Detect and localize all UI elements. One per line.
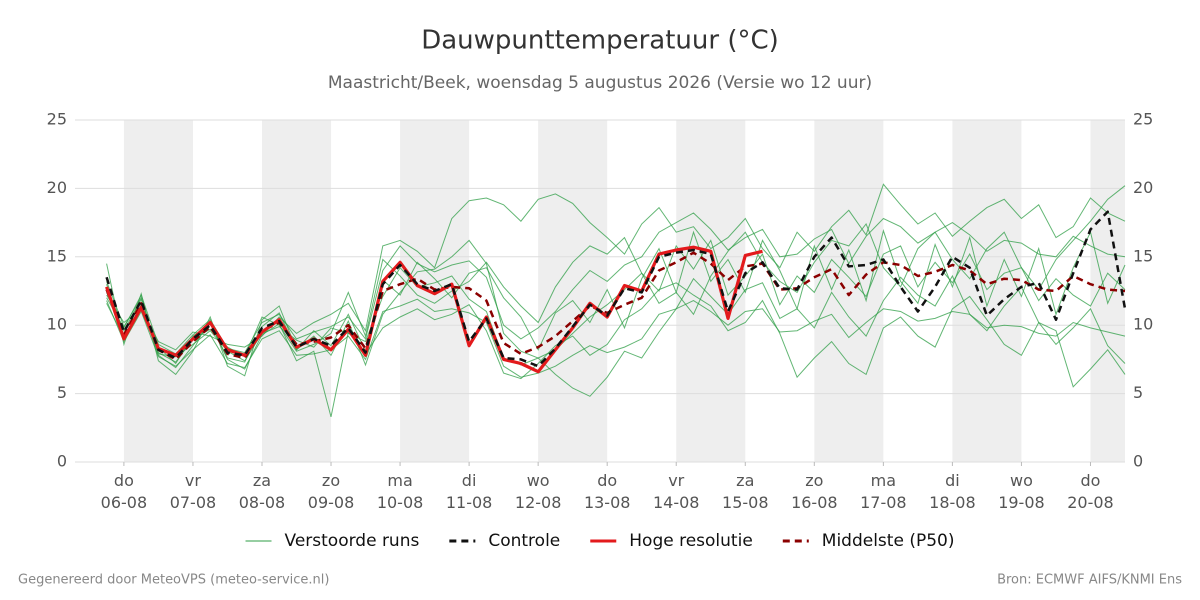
y-tick-label: 0 [57,452,67,471]
legend-label: Middelste (P50) [822,531,955,551]
day-shade [1090,120,1125,462]
day-shade [538,120,608,462]
x-tick-label: za 08-08 [239,471,286,512]
x-tick-label: zo 09-08 [308,471,355,512]
x-tick-label: vr 07-08 [170,471,217,512]
series-line [105,210,1127,368]
day-shade [123,120,193,462]
y-tick-label: 20 [47,178,67,197]
legend-label: Controle [488,531,560,551]
ensemble-line [106,185,1126,363]
day-shade [952,120,1022,462]
footer-left: Gegenereerd door MeteoVPS (meteo-service… [18,573,329,588]
legend: Verstoorde runs Controle Hoge resolutie Mid… [245,531,955,551]
x-tick-label: vr 14-08 [653,471,700,512]
ensemble-line [106,239,1126,366]
legend-label: Hoge resolutie [629,531,753,551]
y-tick-label: 5 [57,383,67,402]
y2-tick-label: 15 [1133,246,1153,265]
x-tick-label: di 18-08 [929,471,976,512]
x-tick-label: wo 19-08 [998,471,1045,512]
series-line [105,245,763,374]
x-tick-label: do 13-08 [584,471,631,512]
ensemble-line [106,298,1126,378]
x-tick-label: wo 12-08 [515,471,562,512]
day-shade [261,120,332,462]
y-tick-label: 25 [47,110,67,129]
x-tick-label: za 15-08 [722,471,769,512]
day-shade [814,120,884,462]
x-tick-label: di 11-08 [446,471,493,512]
series-line [105,251,1126,361]
legend-label: Verstoorde runs [285,531,420,551]
x-tick-label: do 20-08 [1067,471,1114,512]
x-tick-label: do 06-08 [101,471,148,512]
footer-right: Bron: ECMWF AIFS/KNMI Ens [997,573,1182,588]
y2-tick-label: 20 [1133,178,1153,197]
ensemble-line [106,239,1126,397]
y2-tick-label: 25 [1133,110,1153,129]
x-tick-label: ma 17-08 [860,471,907,512]
y2-tick-label: 0 [1133,452,1143,471]
y2-tick-label: 5 [1133,383,1143,402]
chart-title: Dauwpunttemperatuur (°C) [421,26,779,56]
y2-tick-label: 10 [1133,315,1153,334]
x-tick-label: zo 16-08 [791,471,838,512]
y-tick-label: 15 [47,246,67,265]
y-tick-label: 10 [47,315,67,334]
x-tick-label: ma 10-08 [377,471,424,512]
chart-subtitle: Maastricht/Beek, woensdag 5 augustus 202… [328,73,872,93]
ensemble-line [106,282,1126,418]
